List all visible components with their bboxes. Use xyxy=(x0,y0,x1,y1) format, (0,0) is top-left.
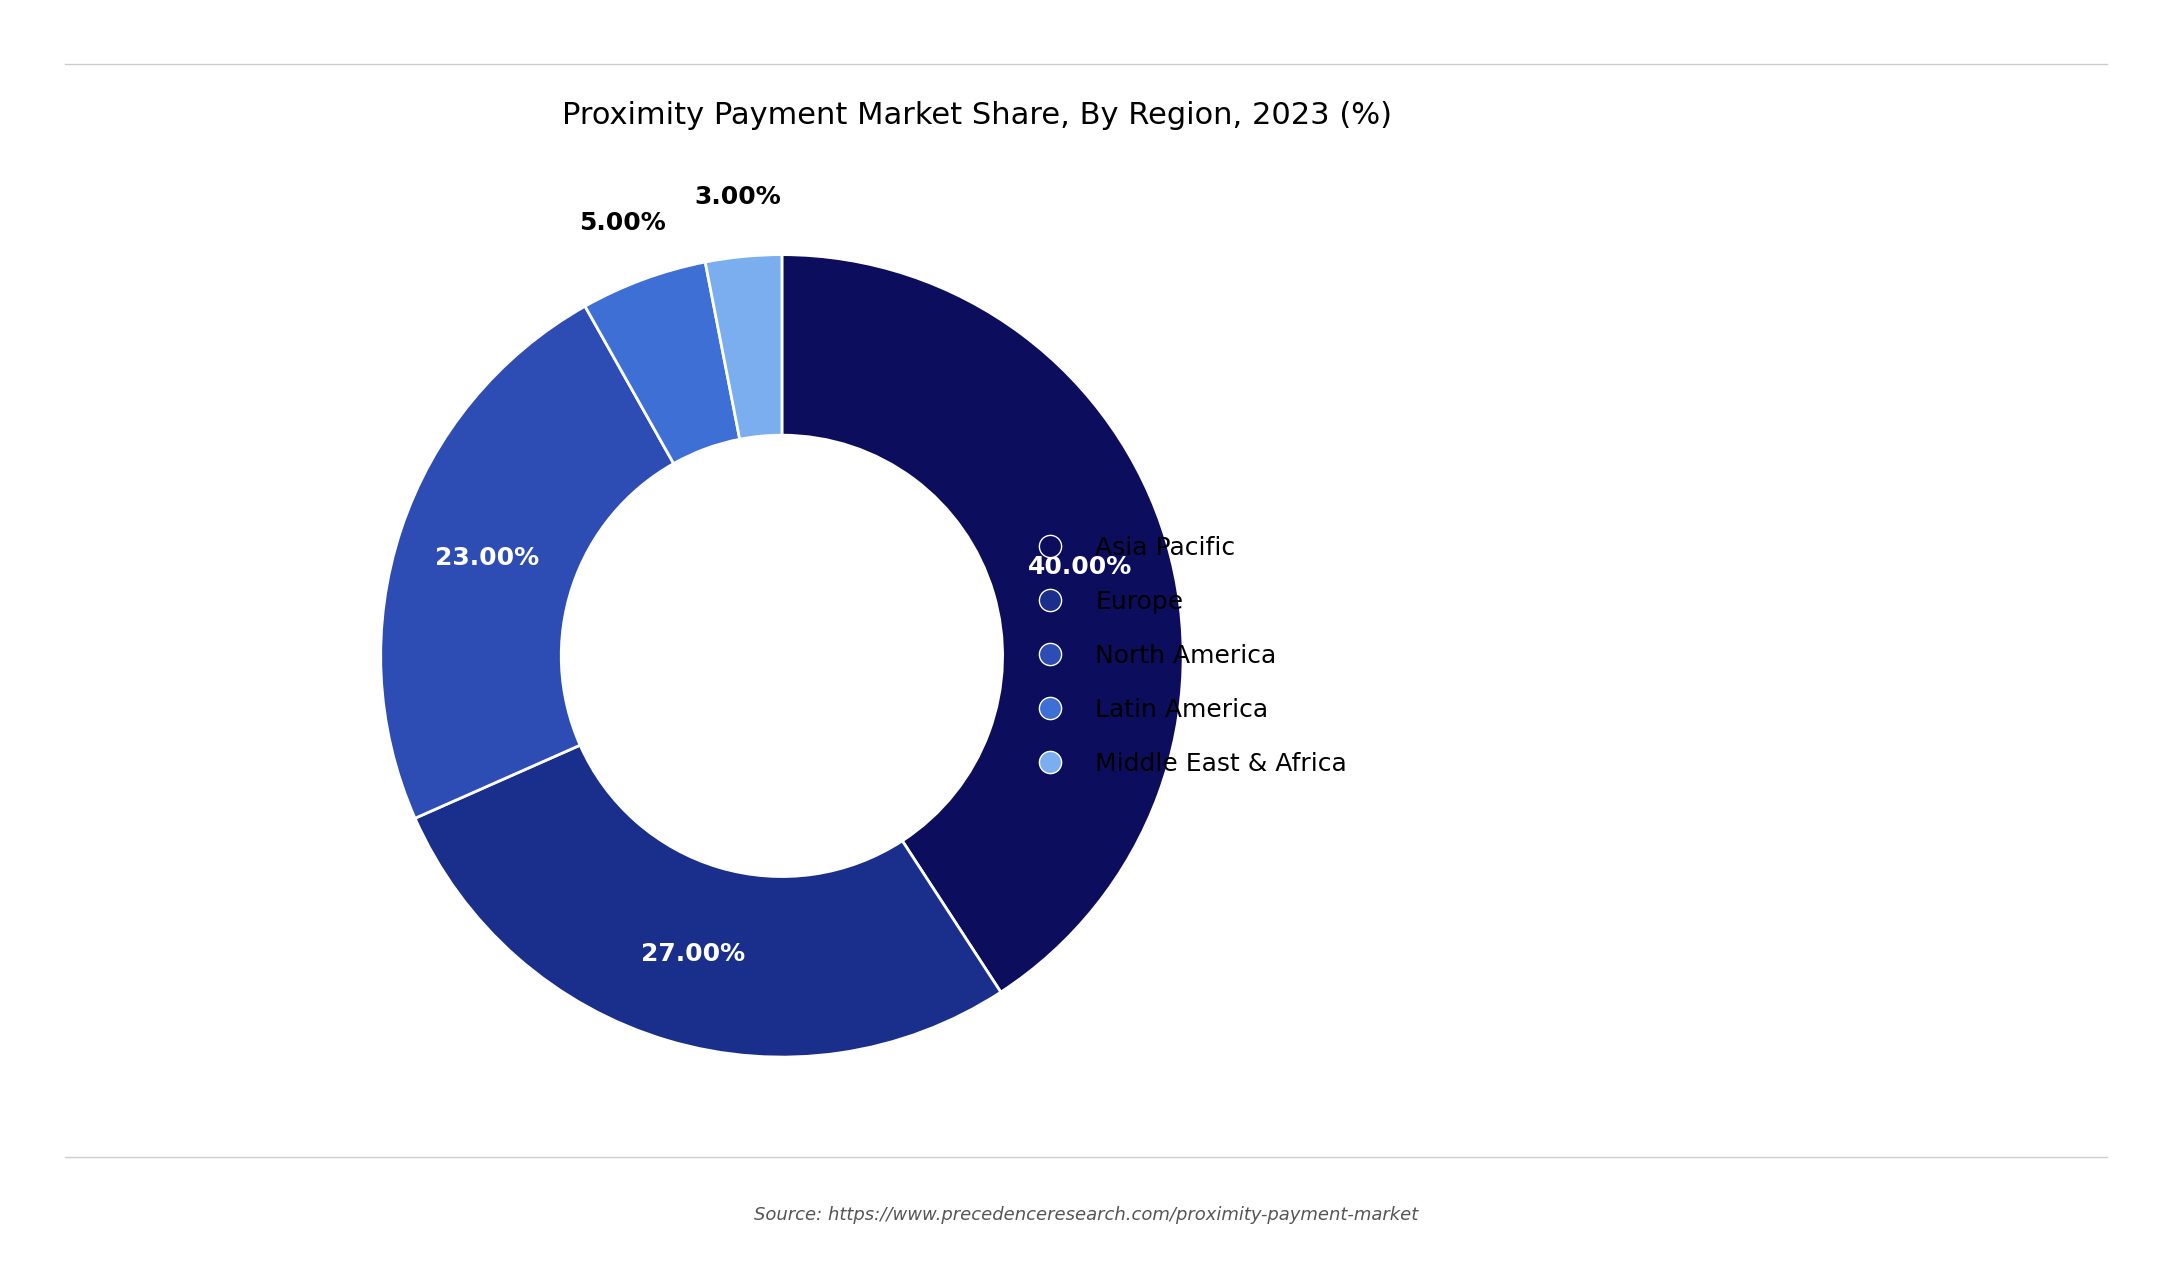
Text: 40.00%: 40.00% xyxy=(1027,556,1132,580)
Text: 3.00%: 3.00% xyxy=(695,185,782,208)
Wedge shape xyxy=(380,306,673,818)
Wedge shape xyxy=(782,255,1184,992)
Wedge shape xyxy=(584,262,741,463)
Text: 23.00%: 23.00% xyxy=(434,545,539,570)
Text: 27.00%: 27.00% xyxy=(641,941,745,966)
Wedge shape xyxy=(706,255,782,440)
Legend: Asia Pacific, Europe, North America, Latin America, Middle East & Africa: Asia Pacific, Europe, North America, Lat… xyxy=(1014,526,1358,786)
Text: 5.00%: 5.00% xyxy=(580,211,667,235)
Text: Proximity Payment Market Share, By Region, 2023 (%): Proximity Payment Market Share, By Regio… xyxy=(563,102,1392,130)
Text: Source: https://www.precedenceresearch.com/proximity-payment-market: Source: https://www.precedenceresearch.c… xyxy=(754,1206,1418,1224)
Wedge shape xyxy=(415,745,1001,1057)
